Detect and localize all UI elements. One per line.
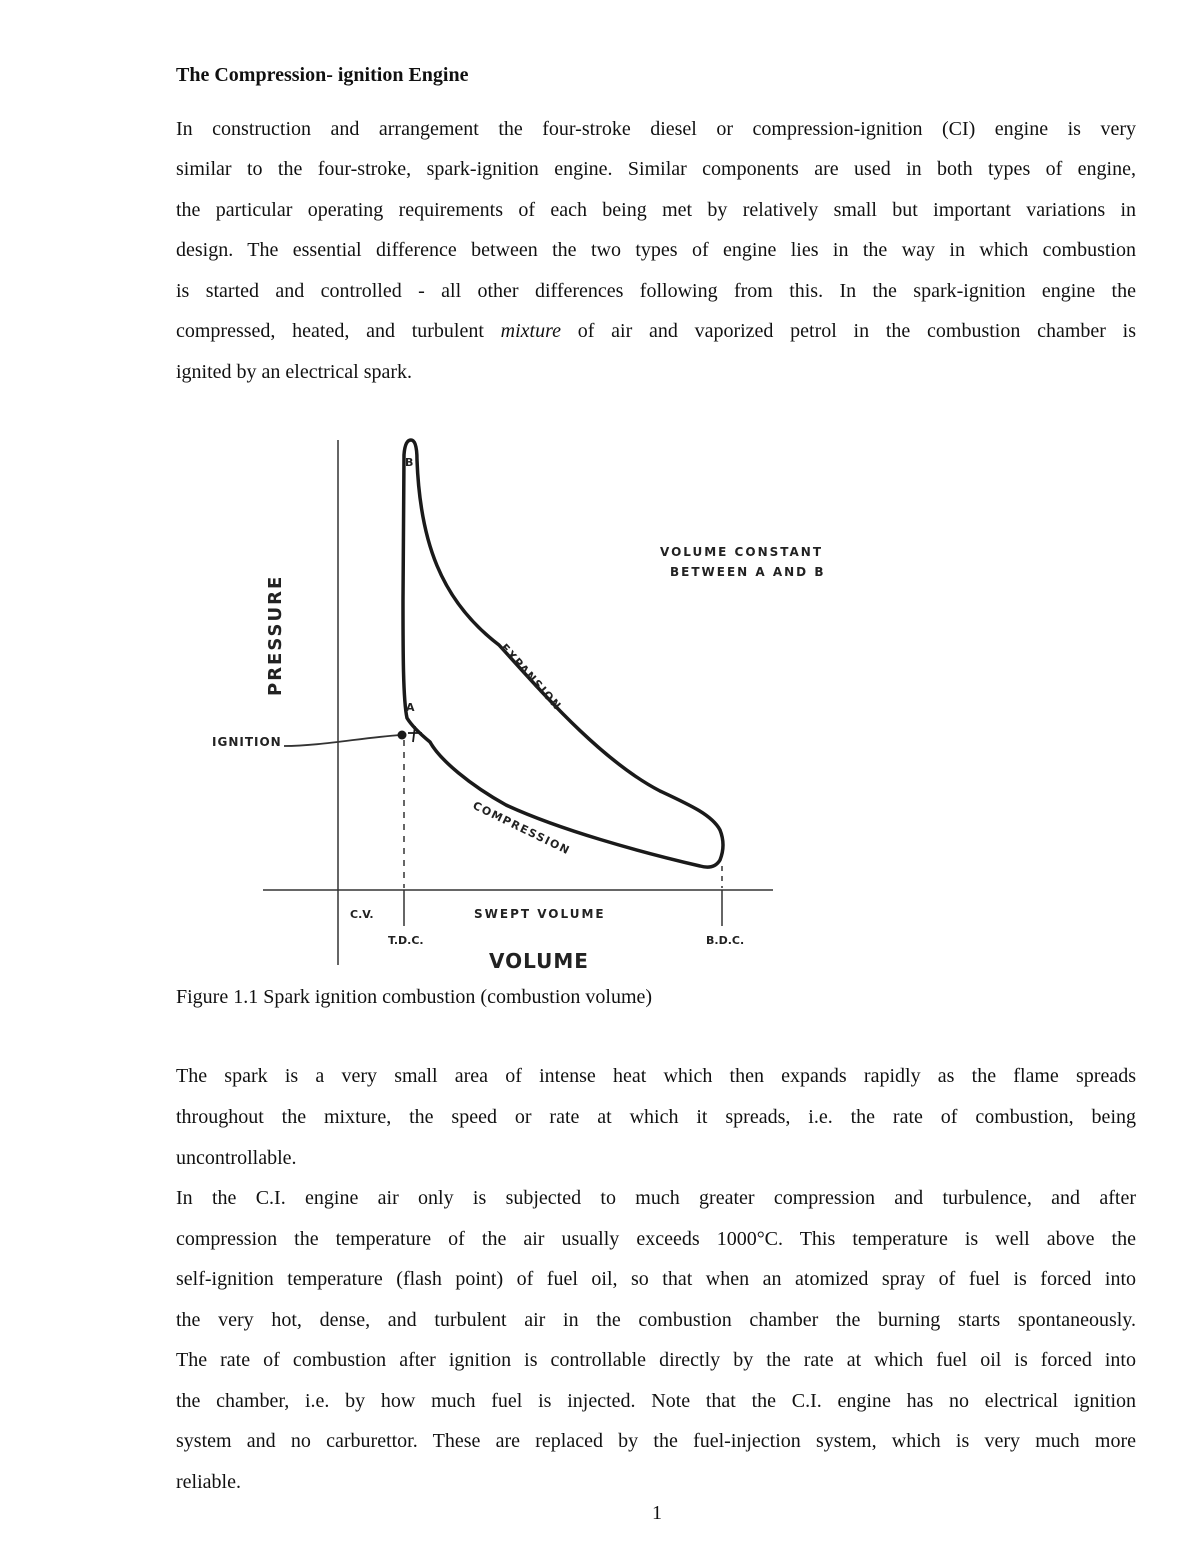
page-title: The Compression- ignition Engine <box>176 64 469 86</box>
pv-diagram: B A VOLUME CONSTANT BETWEEN A AND B IGNI… <box>212 438 825 973</box>
paragraph-line: compressed, heated, and turbulent mixtur… <box>176 320 1136 343</box>
note-line-1: VOLUME CONSTANT <box>660 545 823 559</box>
ignition-point <box>397 730 407 740</box>
y-axis-label: PRESSURE <box>265 575 286 696</box>
figure-caption: Figure 1.1 Spark ignition combustion (co… <box>176 986 653 1008</box>
cross-mark <box>408 725 422 743</box>
pv-cycle-curve <box>401 438 725 869</box>
paragraph-line: the very hot, dense, and turbulent air i… <box>176 1309 1136 1331</box>
ignition-label: IGNITION <box>212 735 282 749</box>
paragraph-line: In the C.I. engine air only is subjected… <box>176 1187 1136 1209</box>
compression-label: COMPRESSION <box>471 799 573 858</box>
paragraph-line: system and no carburettor. These are rep… <box>176 1430 1136 1452</box>
bdc-label: B.D.C. <box>706 934 744 947</box>
tdc-label: T.D.C. <box>388 934 424 947</box>
cv-label: C.V. <box>350 908 374 921</box>
label-point-a: A <box>406 701 415 714</box>
expansion-label: EXPANSION <box>498 641 564 713</box>
ignition-leader-line <box>283 734 401 747</box>
emphasis-mixture: mixture <box>500 320 561 342</box>
paragraph-line: ignited by an electrical spark. <box>176 361 413 383</box>
text: compressed, heated, and turbulent <box>176 320 501 342</box>
paragraph-line: The rate of combustion after ignition is… <box>176 1349 1136 1371</box>
label-point-b: B <box>405 456 413 469</box>
paragraph-line: is started and controlled - all other di… <box>176 280 1136 302</box>
note-line-2: BETWEEN A AND B <box>670 565 825 579</box>
paragraph-line: design. The essential difference between… <box>176 239 1136 261</box>
paragraph-line: self-ignition temperature (flash point) … <box>176 1268 1136 1290</box>
paragraph-line: compression the temperature of the air u… <box>176 1228 1136 1250</box>
paragraph-line: reliable. <box>176 1471 241 1493</box>
paragraph-line: throughout the mixture, the speed or rat… <box>176 1106 1136 1128</box>
text: of air and vaporized petrol in the combu… <box>561 320 1137 342</box>
swept-volume-label: SWEPT VOLUME <box>474 907 606 921</box>
paragraph-line: similar to the four-stroke, spark-igniti… <box>176 158 1136 180</box>
paragraph-line: In construction and arrangement the four… <box>176 118 1136 140</box>
page-number: 1 <box>652 1502 662 1524</box>
paragraph-line: the particular operating requirements of… <box>176 199 1136 221</box>
paragraph-line: The spark is a very small area of intens… <box>176 1065 1136 1087</box>
x-axis-label: VOLUME <box>489 949 589 973</box>
paragraph-line: the chamber, i.e. by how much fuel is in… <box>176 1390 1136 1412</box>
paragraph-line: uncontrollable. <box>176 1147 297 1169</box>
